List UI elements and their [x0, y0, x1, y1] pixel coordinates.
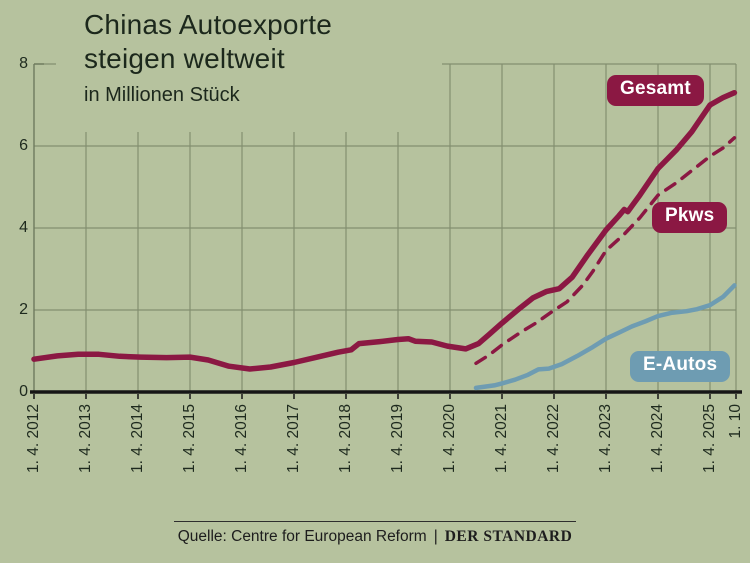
y-tick-label: 8 — [19, 55, 28, 72]
x-tick-label: 1. 4. 2019 — [389, 404, 406, 473]
x-tick-label: 1. 4. 2025 — [701, 404, 718, 473]
y-tick-label: 4 — [19, 219, 28, 236]
footer: Quelle: Centre for European Reform | DER S… — [0, 521, 750, 546]
brand-logo: DER STANDARD — [444, 528, 573, 545]
x-tick-label: 1. 4. 2014 — [129, 404, 146, 473]
x-tick-label: 1. 4. 2021 — [493, 404, 510, 473]
source-separator: | — [433, 528, 438, 545]
x-tick-label: 1. 4. 2020 — [441, 404, 458, 473]
x-tick-label: 1. 4. 2024 — [649, 404, 666, 473]
series-line-gesamt — [31, 89, 738, 372]
x-tick-label: 1. 4. 2017 — [285, 404, 302, 473]
series-line-pkws — [474, 136, 737, 366]
source-line: Quelle: Centre for European Reform | DER S… — [173, 521, 577, 546]
y-tick-label: 0 — [19, 383, 28, 400]
y-tick-label: 6 — [19, 137, 28, 154]
x-tick-label: 1. 4. 2013 — [77, 404, 94, 473]
x-tick-label: 1. 10 — [727, 404, 744, 439]
x-tick-label: 1. 4. 2015 — [181, 404, 198, 473]
series-line-e-autos — [473, 283, 737, 391]
legend-label-pkws: Pkws — [652, 202, 728, 233]
source-label: Quelle: Centre for European Reform — [177, 528, 427, 545]
axis-lines — [30, 63, 742, 399]
data-series — [31, 89, 738, 391]
x-tick-label: 1. 4. 2023 — [597, 404, 614, 473]
legend-label-eautos: E-Autos — [630, 351, 731, 382]
title-background — [56, 0, 442, 132]
x-tick-label: 1. 4. 2018 — [337, 404, 354, 473]
legend-label-gesamt: Gesamt — [607, 75, 704, 106]
x-tick-label: 1. 4. 2016 — [233, 404, 250, 473]
x-tick-label: 1. 4. 2022 — [545, 404, 562, 473]
x-tick-label: 1. 4. 2012 — [25, 404, 42, 473]
y-tick-label: 2 — [19, 301, 28, 318]
